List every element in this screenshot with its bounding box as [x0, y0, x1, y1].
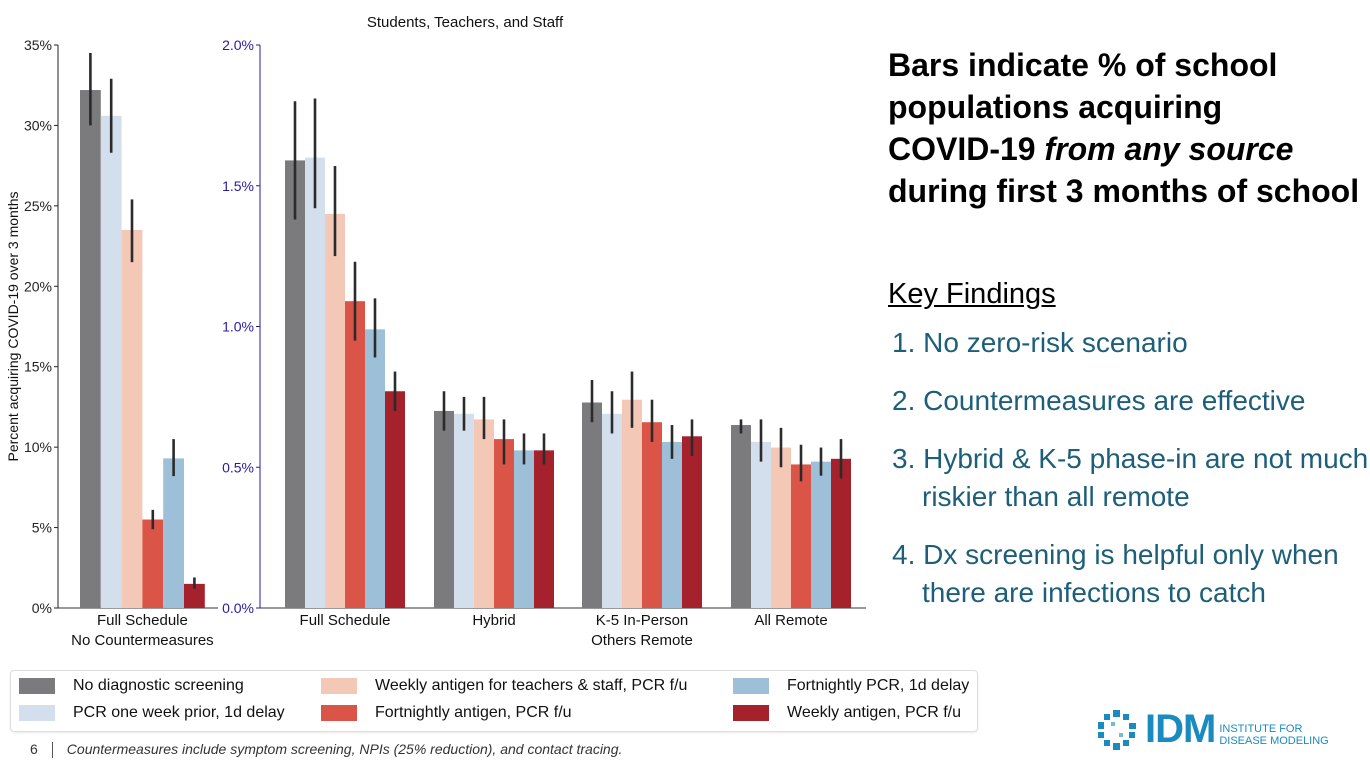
bar [731, 425, 751, 608]
bar [831, 458, 851, 608]
page-number: 6 [30, 741, 38, 757]
legend-swatch [733, 678, 769, 694]
headline-line: during first 3 months of school [888, 173, 1360, 209]
legend-swatch [19, 705, 55, 721]
bar [345, 301, 365, 608]
y-tick-label: 15% [24, 359, 52, 375]
legend-label: PCR one week prior, 1d delay [73, 704, 285, 721]
bar [434, 410, 454, 608]
bar [662, 441, 682, 608]
bar [751, 441, 771, 608]
legend-item: Fortnightly PCR, 1d delay [733, 677, 969, 695]
bar [682, 436, 702, 608]
y-tick-label: 10% [24, 439, 52, 455]
bar [163, 458, 184, 608]
headline-line: populations acquiring [888, 89, 1223, 125]
bar [791, 464, 811, 608]
finding-item: 2. Countermeasures are effective [892, 385, 1306, 416]
bar [811, 461, 831, 608]
y-tick-label: 30% [24, 117, 52, 133]
logo-text: IDM [1145, 707, 1216, 751]
x-tick-label: All Remote [754, 612, 827, 629]
bar [494, 439, 514, 608]
legend-label: Weekly antigen for teachers & staff, PCR… [375, 677, 688, 694]
chart-legend: No diagnostic screening PCR one week pri… [10, 670, 978, 732]
bar [121, 229, 143, 608]
legend-label: Fortnightly antigen, PCR f/u [375, 704, 572, 721]
legend-item: PCR one week prior, 1d delay [19, 704, 285, 722]
bar [454, 413, 474, 608]
idm-logo-icon [1098, 709, 1136, 750]
x-tick-label: Others Remote [591, 632, 693, 649]
x-tick-label: Full Schedule [97, 612, 188, 629]
legend-item: Weekly antigen for teachers & staff, PCR… [321, 677, 687, 695]
bar [385, 391, 405, 608]
bar [305, 157, 325, 608]
logo-subtitle: INSTITUTE FOR DISEASE MODELING [1219, 722, 1329, 747]
bar [142, 519, 164, 608]
headline-line: COVID-19 from any source [888, 128, 1359, 170]
x-tick-label: Full Schedule [300, 612, 391, 629]
bar [365, 329, 385, 608]
y-tick-label: 5% [32, 520, 52, 536]
y-tick-label: 20% [24, 278, 52, 294]
y-tick-label: 1.0% [222, 319, 254, 335]
bar [285, 160, 305, 609]
x-tick-label: Hybrid [472, 612, 515, 629]
legend-item: Fortnightly antigen, PCR f/u [321, 704, 572, 722]
divider [51, 742, 53, 759]
slide-footer: 6 Countermeasures include symptom screeni… [30, 741, 623, 759]
legend-label: Weekly antigen, PCR f/u [787, 704, 962, 721]
y-tick-label: 35% [24, 37, 52, 53]
y-tick-label: 2.0% [222, 37, 254, 53]
x-tick-label: K-5 In-Person [596, 612, 689, 629]
legend-label: Fortnightly PCR, 1d delay [787, 677, 970, 694]
bar [582, 402, 602, 608]
finding-item: 4. Dx screening is helpful only when the… [892, 539, 1339, 608]
footnote: Countermeasures include symptom screenin… [66, 741, 623, 757]
bar [80, 90, 101, 609]
finding-item: 1. No zero-risk scenario [892, 327, 1188, 358]
y-tick-label: 1.5% [222, 178, 254, 194]
y-tick-label: 0% [32, 600, 52, 616]
legend-swatch [19, 678, 55, 694]
bar [602, 413, 622, 608]
bar [534, 450, 554, 608]
bar [514, 450, 534, 608]
y-tick-label: 0.0% [222, 600, 254, 616]
bar [474, 419, 494, 608]
legend-swatch [733, 705, 769, 721]
legend-item: Weekly antigen, PCR f/u [733, 704, 961, 722]
headline-line: Bars indicate % of school [888, 47, 1278, 83]
y-tick-label: 0.5% [222, 459, 254, 475]
bar [325, 213, 345, 608]
legend-label: No diagnostic screening [73, 677, 244, 694]
key-findings-title: Key Findings [888, 278, 1056, 310]
legend-item: No diagnostic screening [19, 677, 244, 695]
x-tick-label: No Countermeasures [71, 632, 214, 649]
bar [184, 583, 205, 608]
y-axis-label: Percent acquiring COVID-19 over 3 months [5, 191, 21, 461]
bar-chart: 0% 5% 10% 15% 20% 25% 30% 35% Full Schedule No Co… [5, 14, 866, 649]
bar [642, 422, 662, 608]
headline-emphasis: from any source [1044, 131, 1294, 167]
legend-swatch [321, 705, 357, 721]
bar [771, 447, 791, 608]
bar [622, 399, 642, 608]
idm-logo: IDM INSTITUTE FOR DISEASE MODELING [1095, 707, 1329, 752]
legend-swatch [321, 678, 357, 694]
key-findings-list: 1. No zero-risk scenario 2. Countermeasu… [892, 324, 1370, 632]
finding-item: 3. Hybrid & K-5 phase-in are not much ri… [892, 443, 1369, 512]
bar [100, 115, 122, 608]
y-tick-label: 25% [24, 198, 52, 214]
headline-text: COVID-19 [888, 131, 1045, 167]
chart-title: Students, Teachers, and Staff [367, 14, 564, 31]
headline: Bars indicate % of school populations ac… [888, 44, 1359, 212]
